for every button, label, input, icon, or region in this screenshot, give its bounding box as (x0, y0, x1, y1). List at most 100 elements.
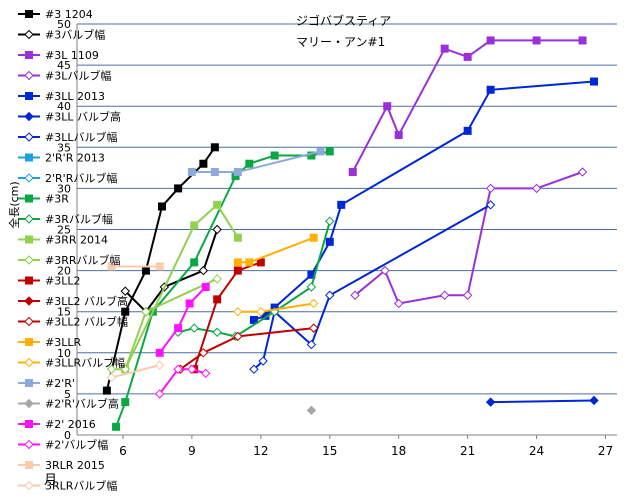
data-point (337, 200, 346, 209)
data-point (306, 339, 317, 350)
legend-swatch-marker (24, 173, 34, 183)
legend-item: #3RRバルブ幅 (18, 253, 121, 267)
data-point (486, 36, 495, 45)
data-point (486, 85, 495, 94)
data-point (258, 356, 268, 366)
data-point (210, 143, 219, 152)
y-tick-label: 5 (64, 388, 71, 401)
data-point (256, 306, 266, 317)
data-point (462, 290, 473, 300)
legend-item: #3LLバルブ幅 (18, 130, 117, 144)
legend-swatch-marker (24, 439, 34, 450)
legend-item: 3RLRバルブ幅 (18, 479, 117, 493)
data-point (201, 283, 210, 292)
data-point (233, 258, 242, 267)
data-point (394, 130, 403, 139)
data-point (187, 167, 196, 176)
legend-swatch-marker (24, 255, 34, 265)
legend-swatch-marker (25, 338, 33, 346)
data-point (577, 167, 588, 177)
data-point (174, 184, 183, 193)
legend-swatch-marker (24, 214, 34, 224)
data-point (187, 364, 197, 374)
data-point (233, 266, 242, 275)
plot-area (102, 36, 599, 431)
y-tick-label: 15 (57, 306, 71, 319)
legend-item: #3Lバルブ幅 (18, 69, 111, 83)
legend-swatch-marker (24, 132, 34, 142)
legend-label: #2'R' (45, 377, 75, 390)
series (233, 298, 319, 317)
legend-label: 2'R'R 2013 (45, 152, 105, 165)
legend-item: 2'R'R 2013 (18, 152, 105, 165)
data-point (213, 295, 222, 304)
data-point (249, 315, 258, 324)
legend-item: #2'R' (18, 377, 75, 390)
data-point (185, 299, 194, 308)
data-point (198, 348, 209, 358)
series (249, 200, 496, 374)
data-point (308, 298, 319, 309)
legend-label: #3RR 2014 (45, 234, 108, 247)
series-line (158, 286, 207, 354)
legend-label: 3RLR 2015 (45, 459, 105, 472)
legend-swatch-marker (25, 420, 33, 428)
data-point (212, 327, 222, 337)
x-tick-label: 9 (188, 444, 196, 458)
data-point (485, 200, 496, 210)
series (102, 143, 219, 395)
data-point (380, 265, 390, 276)
legend-item: #3LL2 バルブ幅 (18, 315, 128, 329)
legend-label: 2'R'Rバルブ幅 (45, 171, 117, 185)
series (106, 360, 165, 383)
series (107, 262, 164, 271)
legend-item: #3R (18, 193, 69, 206)
legend: #3 1204 #3バルブ幅 #3L 1109 #3Lバルブ幅 #3LL 2013 #3L… (18, 8, 128, 493)
x-tick-label: 27 (598, 444, 613, 458)
x-tick-label: 6 (119, 444, 127, 458)
series (485, 395, 599, 407)
legend-swatch-marker (24, 480, 34, 491)
series (233, 233, 318, 267)
x-tick-label: 21 (460, 444, 475, 458)
legend-swatch-marker (25, 194, 33, 203)
series-line (191, 150, 321, 173)
legend-label: #3バルブ幅 (45, 28, 105, 42)
legend-label: #3LL2 バルブ幅 (45, 315, 128, 329)
data-point (348, 167, 357, 176)
legend-swatch-marker (25, 461, 33, 469)
data-point (485, 183, 496, 194)
legend-label: #3Rバルブ幅 (45, 212, 113, 226)
y-tick-labels: 0 5 10 15 20 25 30 35 40 45 50 (57, 18, 71, 442)
series (175, 323, 319, 374)
series (112, 147, 334, 431)
data-point (106, 372, 117, 383)
data-point (463, 52, 472, 61)
legend-swatch-marker (25, 10, 33, 18)
data-point (309, 233, 318, 242)
legend-label: #3LLバルブ幅 (45, 130, 117, 144)
data-point (383, 102, 392, 111)
legend-label: #3LL バルブ高 (45, 110, 121, 124)
x-tick-label: 24 (529, 444, 544, 458)
legend-item: #2'バルブ幅 (18, 438, 108, 452)
y-tick-label: 45 (57, 59, 71, 72)
chart-subtitle: マリー・アン#1 (296, 35, 385, 49)
data-point (393, 298, 404, 309)
data-point (173, 364, 183, 374)
gridlines (77, 23, 617, 436)
data-point (245, 258, 254, 267)
legend-swatch-marker (24, 398, 34, 409)
data-point (233, 167, 242, 176)
legend-label: #3RRバルブ幅 (45, 253, 121, 267)
data-point (578, 36, 587, 45)
y-tick-label: 35 (57, 141, 71, 154)
data-point (316, 147, 325, 156)
data-point (440, 44, 449, 53)
data-point (233, 331, 243, 342)
legend-item: #3RR 2014 (18, 234, 108, 247)
chart-title: ジゴバブスティア (296, 13, 391, 28)
data-point (190, 258, 199, 267)
data-point (141, 306, 151, 317)
